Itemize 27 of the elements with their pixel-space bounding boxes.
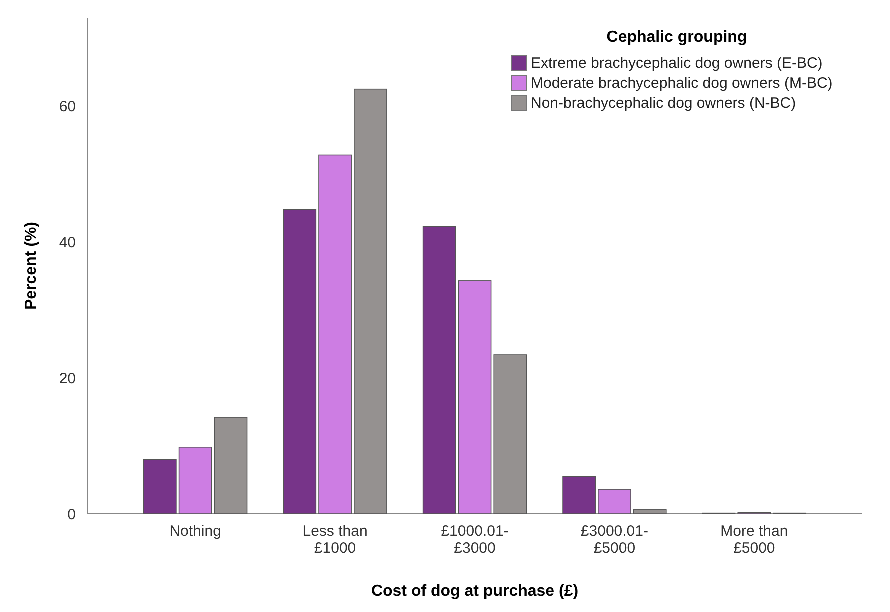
bar xyxy=(214,417,248,514)
bar xyxy=(178,447,212,514)
x-axis-title: Cost of dog at purchase (£) xyxy=(371,583,579,600)
y-tick-label: 60 xyxy=(59,98,76,116)
bar xyxy=(422,226,456,514)
y-tick-label: 20 xyxy=(59,370,76,388)
x-tick-label: More than £5000 xyxy=(720,523,788,557)
legend-title: Cephalic grouping xyxy=(606,29,748,46)
bar xyxy=(598,489,632,514)
y-axis-title: Percent (%) xyxy=(23,222,40,310)
bar xyxy=(283,209,317,514)
legend-label: Extreme brachycephalic dog owners (E-BC) xyxy=(531,55,823,72)
legend-label: Non-brachycephalic dog owners (N-BC) xyxy=(531,95,796,112)
y-tick-label: 0 xyxy=(68,506,76,524)
bar xyxy=(562,476,596,514)
x-tick-label: £3000.01- £5000 xyxy=(580,523,648,557)
bar xyxy=(494,354,528,514)
bar xyxy=(318,154,352,514)
x-tick-label: Nothing xyxy=(170,523,222,540)
bar xyxy=(354,88,388,514)
x-tick-label: £1000.01- £3000 xyxy=(441,523,509,557)
x-tick-label: Less than £1000 xyxy=(302,523,368,557)
bar xyxy=(633,510,667,514)
bar xyxy=(458,280,492,514)
bar xyxy=(143,459,177,514)
legend-label: Moderate brachycephalic dog owners (M-BC) xyxy=(531,75,833,92)
y-tick-label: 40 xyxy=(59,234,76,252)
